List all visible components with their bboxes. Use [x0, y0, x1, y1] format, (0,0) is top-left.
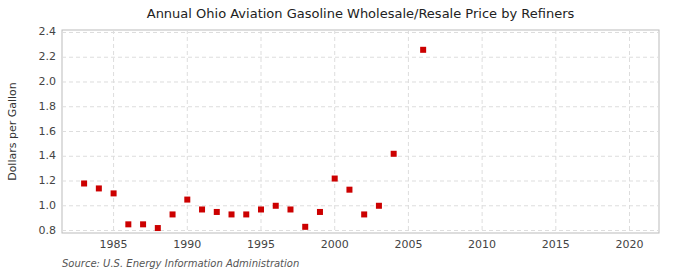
x-tick-label: 2005 [394, 238, 422, 251]
y-tick-label: 1.8 [39, 100, 57, 113]
y-tick-label: 1.0 [39, 199, 57, 212]
x-grid-line [555, 30, 556, 233]
y-grid-line [62, 156, 659, 157]
x-grid-line [408, 30, 409, 233]
y-grid-line [62, 57, 659, 58]
chart: 0.8 1.0 1.2 1.4 1.6 1.8 2.0 2.2 2.4 1985 1990 1995 2… [0, 0, 675, 275]
point [81, 180, 87, 186]
point [184, 197, 190, 203]
point [346, 187, 352, 193]
point [391, 151, 397, 157]
y-grid-line [62, 131, 659, 132]
x-grid-line [482, 30, 483, 233]
y-tick-label: 2.2 [39, 50, 57, 63]
y-grid-line [62, 230, 659, 231]
point [96, 185, 102, 191]
x-tick-label: 2015 [542, 238, 570, 251]
x-tick-label: 1990 [173, 238, 201, 251]
y-tick-label: 2.0 [39, 75, 57, 88]
x-grid-line [261, 30, 262, 233]
point [170, 211, 176, 217]
point [243, 211, 249, 217]
grid [62, 30, 659, 233]
plot-frame [62, 30, 659, 233]
point [287, 206, 293, 212]
x-tick-label: 2000 [321, 238, 349, 251]
point [273, 203, 279, 209]
y-axis-label: Dollars per Gallon [6, 82, 19, 181]
y-grid-line [62, 81, 659, 82]
y-grid-line [62, 181, 659, 182]
x-tick-label: 1985 [100, 238, 128, 251]
point [214, 209, 220, 215]
point [317, 209, 323, 215]
point [229, 211, 235, 217]
point [125, 221, 131, 227]
point [376, 203, 382, 209]
axes: 0.8 1.0 1.2 1.4 1.6 1.8 2.0 2.2 2.4 1985 1990 1995 2… [39, 25, 644, 251]
point [332, 176, 338, 182]
source-note: Source: U.S. Energy Information Administ… [62, 258, 299, 269]
y-tick-label: 1.6 [39, 125, 57, 138]
point [258, 206, 264, 212]
x-grid-line [334, 30, 335, 233]
y-tick-label: 2.4 [39, 25, 57, 38]
point [199, 206, 205, 212]
point [420, 47, 426, 53]
x-tick-label: 2010 [468, 238, 496, 251]
y-grid-line [62, 32, 659, 33]
y-tick-label: 1.2 [39, 174, 57, 187]
point [140, 221, 146, 227]
y-grid-line [62, 106, 659, 107]
x-grid-line [113, 30, 114, 233]
point [111, 190, 117, 196]
x-grid-line [629, 30, 630, 233]
points [81, 47, 426, 231]
y-tick-label: 1.4 [39, 149, 57, 162]
point [361, 211, 367, 217]
x-tick-label: 1995 [247, 238, 275, 251]
point [155, 225, 161, 231]
y-grid-line [62, 205, 659, 206]
x-tick-label: 2020 [616, 238, 644, 251]
point [302, 224, 308, 230]
title: Annual Ohio Aviation Gasoline Wholesale/… [147, 6, 575, 21]
y-tick-label: 0.8 [39, 224, 57, 237]
